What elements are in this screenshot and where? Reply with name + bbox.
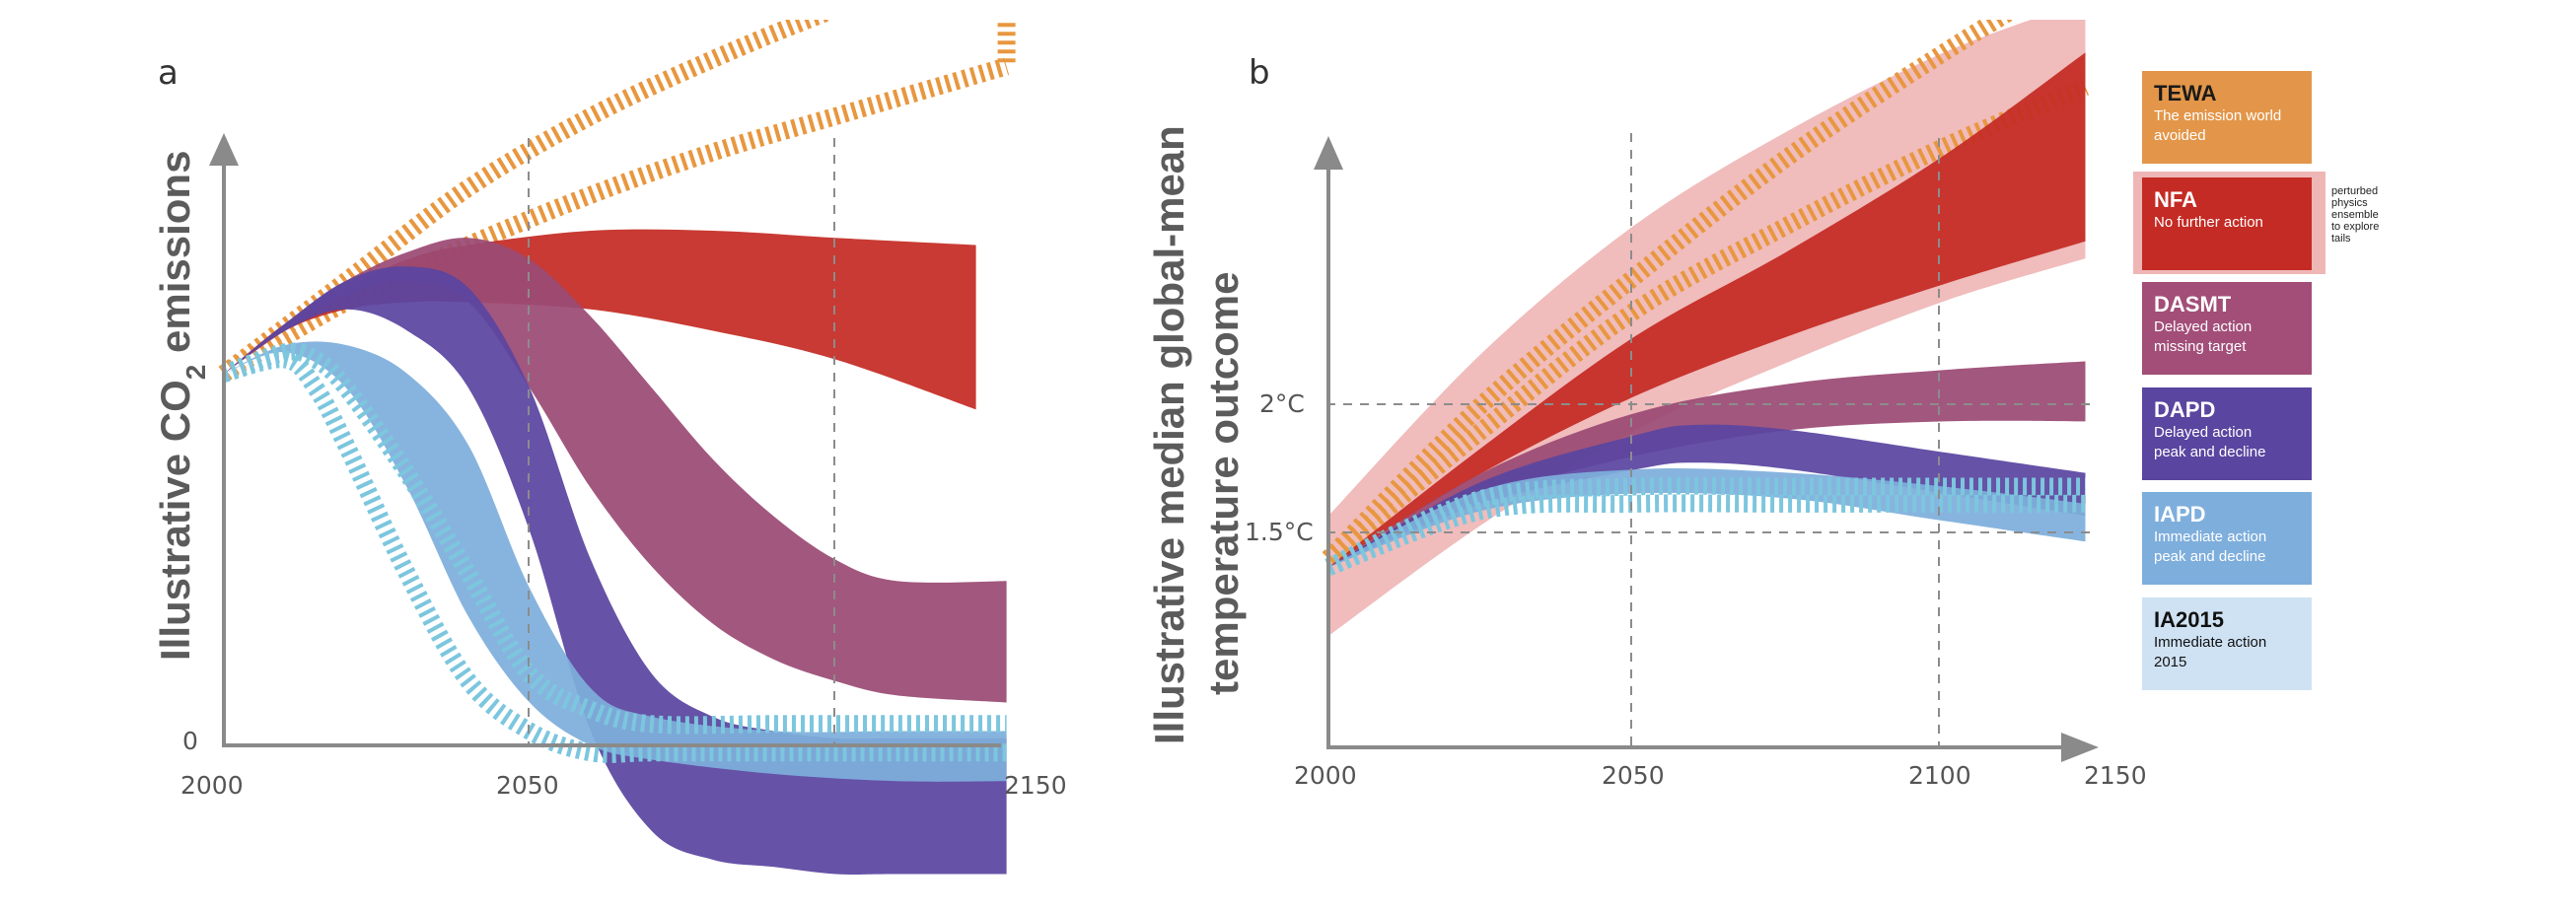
band-b-dapd bbox=[1328, 424, 2086, 568]
legend-code-dapd: DAPD bbox=[2154, 397, 2216, 422]
legend-item-ia2015: IA2015 Immediate action 2015 bbox=[2142, 597, 2312, 690]
legend-desc-dasmt-2: missing target bbox=[2154, 338, 2247, 355]
panel-a: a 0 2000 2050 2150 Illustrative CO2 emis… bbox=[152, 20, 1067, 876]
band-b-ia2015-lower-edge bbox=[1324, 494, 2086, 576]
panel-a-xtick-2150: 2150 bbox=[1004, 771, 1067, 800]
legend-item-dasmt: DASMT Delayed action missing target bbox=[2142, 282, 2312, 375]
panel-b-xtick-2100: 2100 bbox=[1908, 761, 1971, 790]
legend-code-nfa: NFA bbox=[2154, 187, 2197, 212]
band-b-nfa bbox=[1328, 52, 2086, 568]
legend-code-tewa: TEWA bbox=[2154, 81, 2217, 105]
panel-a-ylabel: Illustrative CO2 emissions bbox=[152, 151, 211, 661]
band-a-tewa bbox=[218, 20, 1016, 382]
band-a-ia2015 bbox=[220, 342, 1007, 763]
panel-b-ytick-2c: 2°C bbox=[1259, 389, 1305, 418]
band-b-tewa bbox=[1322, 20, 2090, 566]
legend-item-nfa: NFA No further action bbox=[2142, 177, 2312, 270]
legend-item-tewa: TEWA The emission world avoided bbox=[2142, 71, 2312, 164]
side-note-line-4: to explore bbox=[2331, 221, 2380, 233]
band-b-ia2015 bbox=[1324, 476, 2086, 576]
panel-b-x-axis-arrow bbox=[2061, 733, 2099, 762]
legend-desc-ia2015-1: Immediate action bbox=[2154, 634, 2267, 651]
legend-side-note: perturbed physics ensemble to explore ta… bbox=[2331, 185, 2410, 245]
side-note-line-5: tails bbox=[2331, 233, 2351, 245]
legend-desc-nfa-1: No further action bbox=[2154, 214, 2263, 231]
legend-desc-iapd-1: Immediate action bbox=[2154, 528, 2267, 545]
panel-b-y-axis-arrow bbox=[1314, 136, 1343, 170]
legend-desc-ia2015-2: 2015 bbox=[2154, 654, 2187, 670]
side-note-line-1: perturbed bbox=[2331, 185, 2379, 197]
side-note-line-3: ensemble bbox=[2331, 209, 2379, 221]
band-b-dasmt bbox=[1328, 361, 2086, 568]
legend-desc-dapd-2: peak and decline bbox=[2154, 444, 2266, 460]
panel-a-letter: a bbox=[158, 53, 179, 93]
legend-desc-tewa-1: The emission world bbox=[2154, 107, 2282, 124]
band-a-dasmt bbox=[224, 238, 1007, 703]
panel-a-xtick-2000: 2000 bbox=[180, 771, 244, 800]
legend-code-iapd: IAPD bbox=[2154, 502, 2206, 527]
panel-b-ytick-1p5c: 1.5°C bbox=[1245, 518, 1314, 546]
panel-b-xtick-2050: 2050 bbox=[1602, 761, 1665, 790]
legend-desc-dasmt-1: Delayed action bbox=[2154, 318, 2253, 335]
band-b-tewa-upper-edge bbox=[1322, 20, 2015, 565]
band-a-ia2015-lower-edge bbox=[221, 350, 1007, 763]
panel-b-ylabel-line2: temperature outcome bbox=[1200, 272, 1247, 695]
legend-desc-tewa-2: avoided bbox=[2154, 127, 2206, 144]
panel-a-xtick-2050: 2050 bbox=[496, 771, 559, 800]
legend-code-dasmt: DASMT bbox=[2154, 292, 2232, 316]
legend-desc-dapd-1: Delayed action bbox=[2154, 424, 2253, 441]
panel-a-y-axis-arrow bbox=[209, 133, 239, 166]
band-a-tewa-upper-edge bbox=[218, 20, 833, 382]
legend-desc-iapd-2: peak and decline bbox=[2154, 548, 2266, 565]
legend-code-ia2015: IA2015 bbox=[2154, 607, 2224, 632]
band-a-ia2015-upper-edge bbox=[220, 342, 1007, 735]
panel-b: b 2°C 1.5°C 2000 2050 2100 2150 Illustra… bbox=[1146, 20, 2147, 790]
legend-item-iapd: IAPD Immediate action peak and decline bbox=[2142, 492, 2312, 585]
legend-item-dapd: DAPD Delayed action peak and decline bbox=[2142, 387, 2312, 480]
panel-a-ytick-0: 0 bbox=[182, 727, 198, 755]
side-note-line-2: physics bbox=[2331, 197, 2368, 209]
band-a-iapd bbox=[224, 341, 1007, 782]
panel-b-letter: b bbox=[1249, 53, 1270, 93]
panel-b-ylabel-line1: Illustrative median global-mean bbox=[1146, 125, 1192, 744]
panel-b-xtick-2000: 2000 bbox=[1294, 761, 1357, 790]
panel-b-bands bbox=[1322, 20, 2090, 636]
band-a-tewa-lower-edge bbox=[219, 57, 1010, 382]
panel-b-xtick-2150: 2150 bbox=[2084, 761, 2147, 790]
panel-a-bands bbox=[218, 20, 1016, 876]
